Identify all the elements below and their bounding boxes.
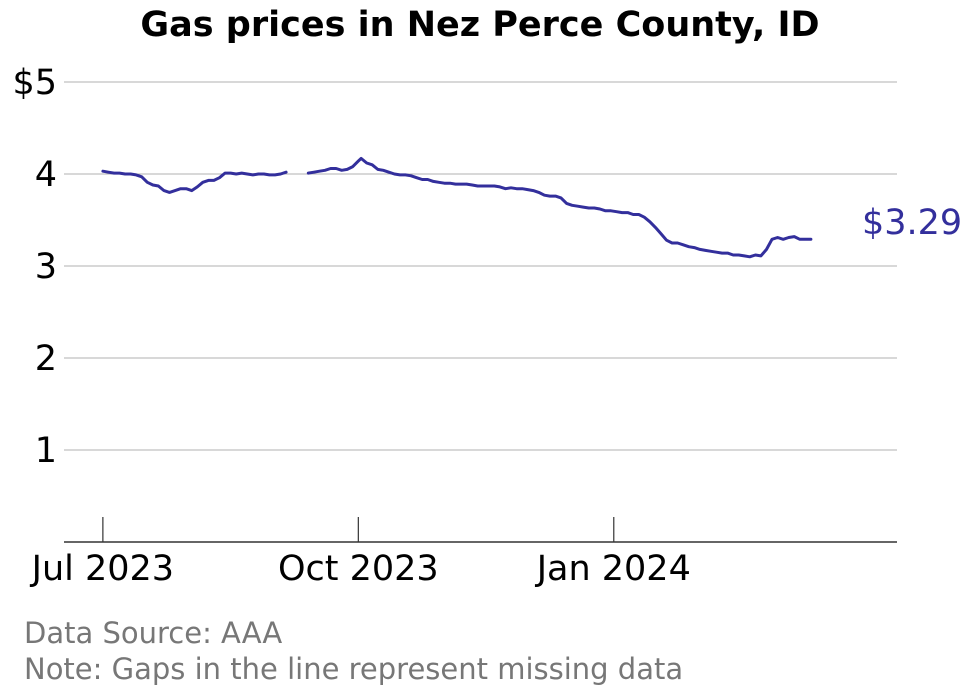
y-tick-label-1: 1 [35, 431, 57, 471]
x-axis: Jul 2023 Oct 2023 Jan 2024 [30, 517, 897, 589]
line-chart: Gas prices in Nez Perce County, ID 1 2 3 4 $… [12, 5, 962, 589]
y-tick-label-3: 3 [35, 247, 57, 287]
y-tick-label-4: 4 [35, 155, 57, 195]
price-series [101, 156, 813, 259]
x-tick-label-2: Jan 2024 [535, 549, 691, 589]
x-tick-label-0: Jul 2023 [30, 549, 174, 589]
last-value-label: $3.29 [862, 203, 962, 243]
y-tick-label-5: $5 [12, 63, 57, 103]
y-tick-label-2: 2 [35, 339, 57, 379]
y-axis-tick-labels: 1 2 3 4 $5 [12, 63, 57, 471]
data-source-note: Data Source: AAA [24, 616, 283, 650]
missing-data-note: Note: Gaps in the line represent missing… [24, 652, 684, 686]
gridlines [64, 81, 897, 451]
series-line-segment-0 [101, 169, 288, 194]
chart-title: Gas prices in Nez Perce County, ID [140, 5, 819, 45]
x-tick-label-1: Oct 2023 [278, 549, 439, 589]
series-line-segment-1 [306, 156, 813, 259]
